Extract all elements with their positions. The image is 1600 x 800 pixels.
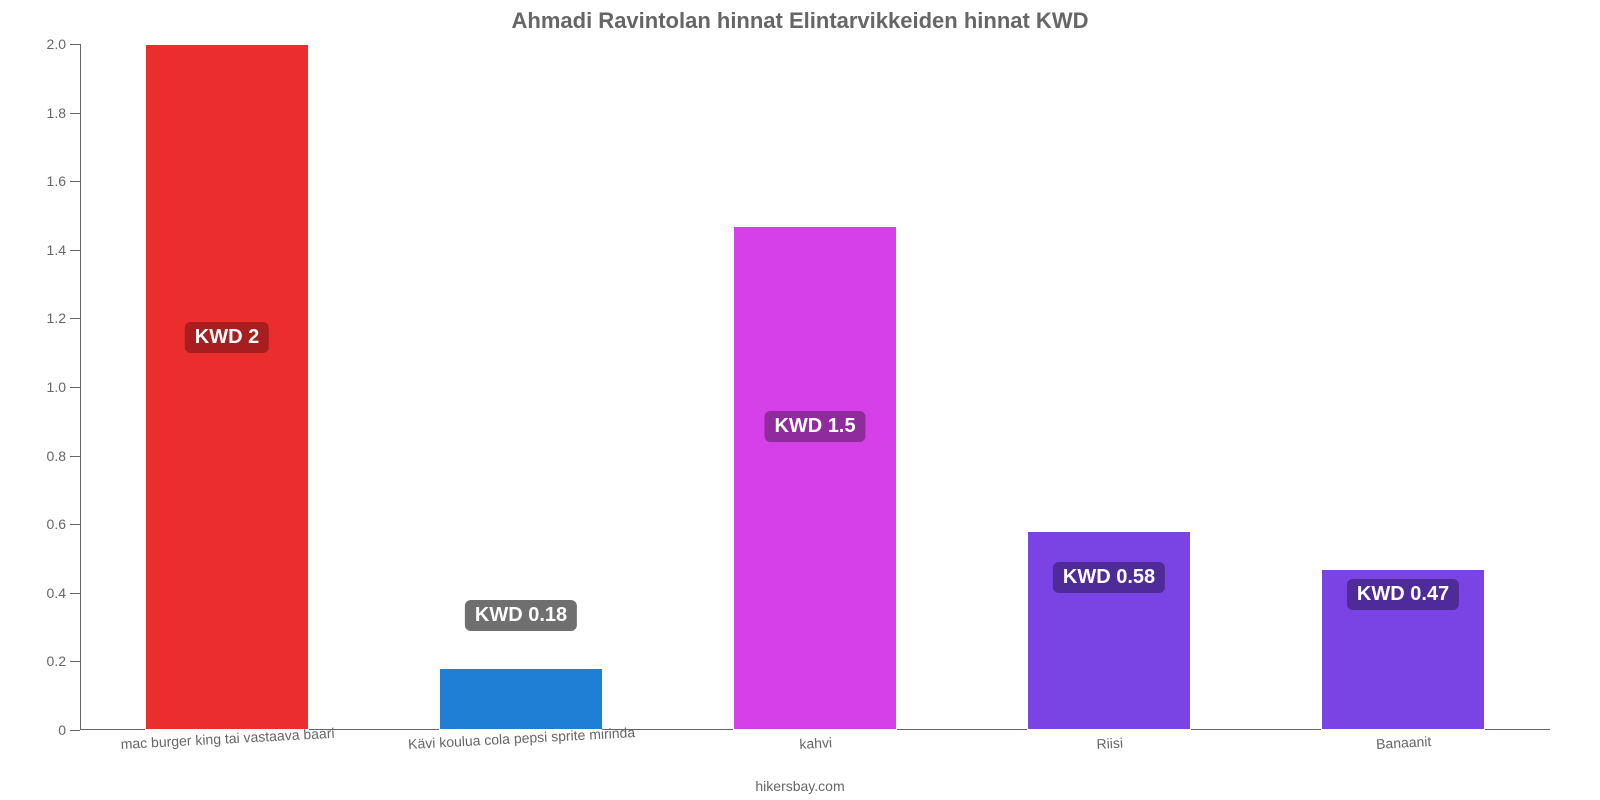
value-badge: KWD 1.5 [764,411,865,442]
y-tick-label: 0.8 [47,448,80,464]
price-bar-chart: Ahmadi Ravintolan hinnat Elintarvikkeide… [0,0,1600,800]
chart-title: Ahmadi Ravintolan hinnat Elintarvikkeide… [0,8,1600,34]
y-tick-label: 1.6 [47,173,80,189]
y-tick-label: 0 [58,722,80,738]
value-badge: KWD 0.18 [465,600,577,631]
value-badge: KWD 0.47 [1347,579,1459,610]
y-tick-label: 0.4 [47,585,80,601]
y-tick-label: 1.2 [47,310,80,326]
y-tick-label: 1.8 [47,105,80,121]
credit-text: hikersbay.com [0,778,1600,794]
bar [145,44,310,730]
x-category-label: Banaanit [1375,727,1431,752]
y-tick-label: 0.2 [47,653,80,669]
y-tick-label: 1.0 [47,379,80,395]
y-tick-label: 1.4 [47,242,80,258]
bar [733,226,898,730]
y-tick-label: 0.6 [47,516,80,532]
plot-area: KWD 2mac burger king tai vastaava baariK… [80,44,1550,730]
value-badge: KWD 2 [185,322,269,353]
x-category-label: kahvi [799,728,833,752]
x-category-label: Riisi [1096,729,1124,752]
value-badge: KWD 0.58 [1053,562,1165,593]
y-tick-label: 2.0 [47,36,80,52]
bars-layer: KWD 2mac burger king tai vastaava baariK… [80,44,1550,730]
